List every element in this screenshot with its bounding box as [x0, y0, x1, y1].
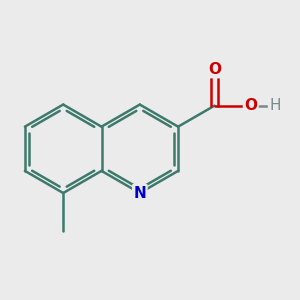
Text: O: O	[244, 98, 257, 113]
Text: N: N	[134, 185, 146, 200]
Text: H: H	[269, 98, 281, 113]
Text: O: O	[208, 62, 221, 77]
